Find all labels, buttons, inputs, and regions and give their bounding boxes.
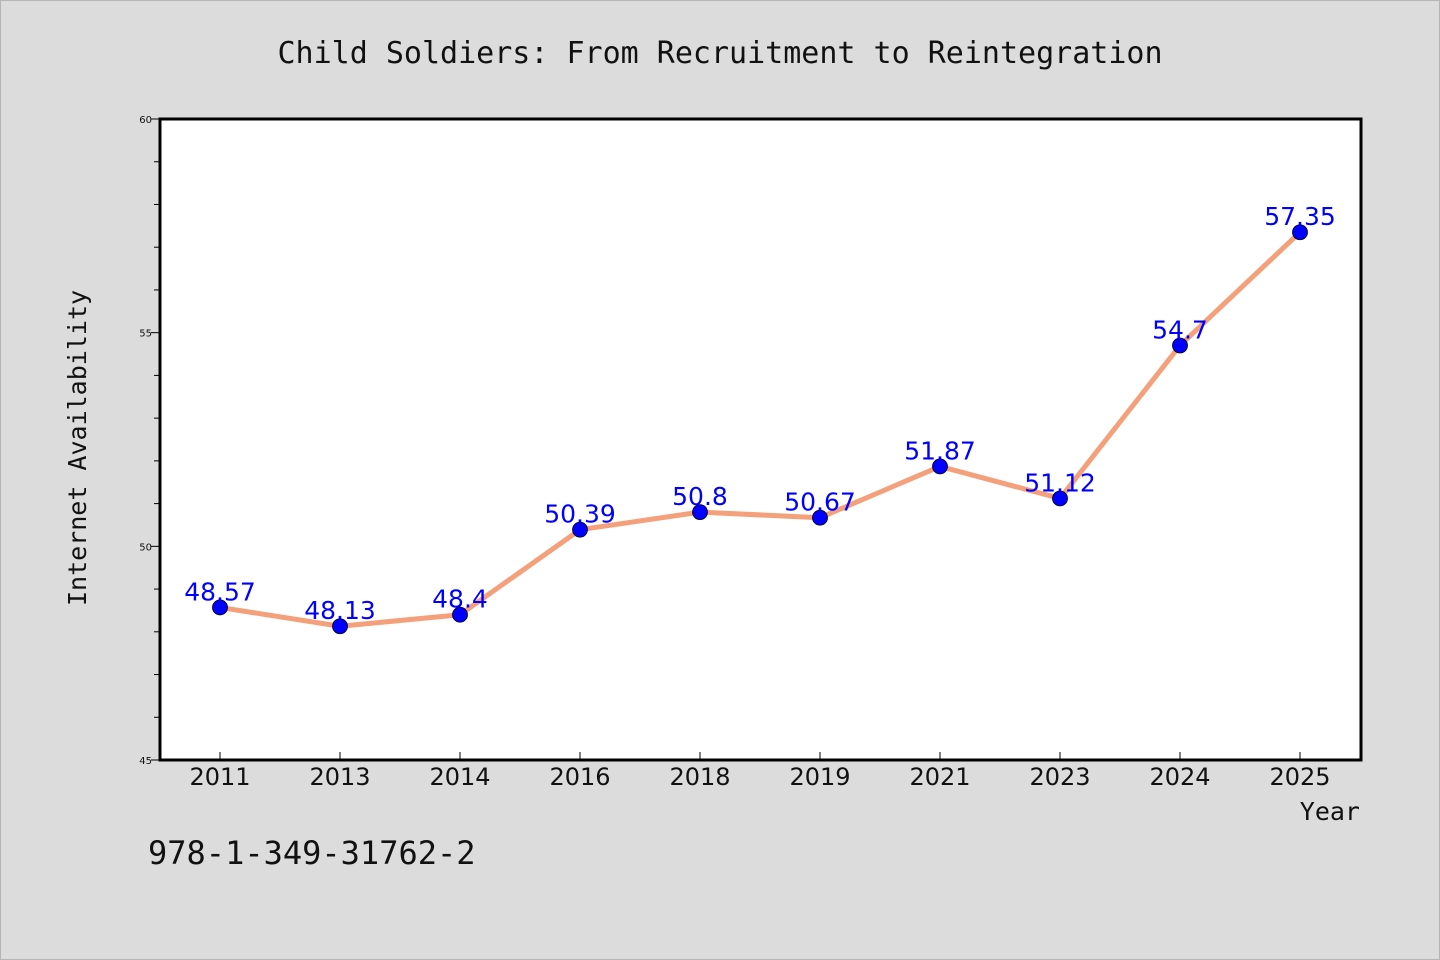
y-axis-ticks: [151, 118, 160, 761]
y-tick-label: 55: [139, 329, 152, 340]
x-tick-label: 2024: [1149, 763, 1210, 791]
y-axis-tick-labels: 45 50 55 60: [139, 115, 152, 767]
x-tick-label: 2023: [1029, 763, 1090, 791]
data-label: 51.87: [904, 436, 976, 465]
data-label: 48.13: [304, 596, 376, 625]
y-tick-label: 50: [139, 542, 152, 553]
x-axis-label: Year: [1300, 797, 1360, 826]
plot-area: [158, 117, 1363, 762]
x-tick-label: 2013: [309, 763, 370, 791]
y-tick-label: 60: [139, 115, 152, 126]
data-point: [692, 504, 708, 521]
x-tick-label: 2014: [429, 763, 490, 791]
y-axis-label: Internet Availability: [63, 290, 92, 606]
data-label: 54.7: [1152, 315, 1208, 344]
data-label: 51.12: [1024, 468, 1096, 497]
data-label: 57.35: [1264, 202, 1336, 231]
chart-title: Child Soldiers: From Recruitment to Rein…: [277, 36, 1162, 71]
data-point: [932, 458, 948, 475]
data-point: [212, 599, 228, 616]
data-label: 48.4: [432, 585, 488, 614]
x-axis-ticks: [219, 752, 1301, 760]
y-tick-label: 45: [139, 756, 152, 767]
data-point: [1052, 490, 1068, 507]
data-label: 50.39: [544, 500, 616, 529]
x-axis-tick-labels: 2011 2013 2014 2016 2018 2019 2021 2023 2024 2025: [189, 763, 1330, 791]
x-tick-label: 2025: [1269, 763, 1330, 791]
data-label: 48.57: [184, 577, 256, 606]
x-tick-label: 2011: [189, 763, 250, 791]
series-markers: [212, 224, 1308, 635]
x-tick-label: 2016: [549, 763, 610, 791]
data-point: [812, 509, 828, 526]
data-label: 50.67: [784, 488, 856, 517]
x-tick-label: 2021: [909, 763, 970, 791]
data-point: [572, 521, 588, 538]
data-point: [1172, 337, 1188, 354]
data-point: [1292, 224, 1308, 241]
data-label: 50.8: [672, 482, 728, 511]
series-line: [217, 229, 1303, 629]
x-tick-label: 2018: [669, 763, 730, 791]
data-point: [452, 606, 468, 623]
x-tick-label: 2019: [789, 763, 850, 791]
data-point: [332, 618, 348, 635]
data-labels: 48.57 48.13 48.4 50.39 50.8 50.67 51.87 51.12 54…: [184, 202, 1336, 625]
isbn-footer: 978-1-349-31762-2: [148, 834, 476, 872]
